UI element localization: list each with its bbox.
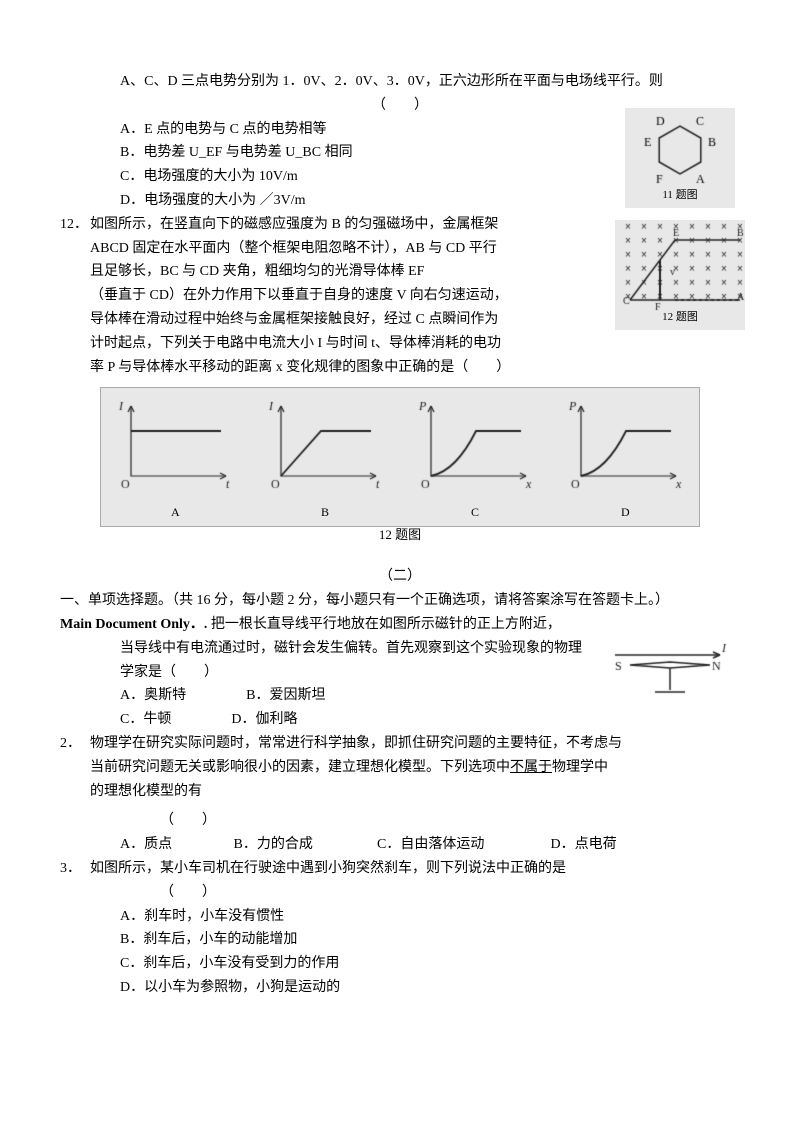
graph-C-label: C (471, 502, 479, 522)
graph-D-label: D (621, 502, 630, 522)
s2q2-optA: A．质点 (120, 833, 230, 857)
q12-line6: 计时起点，下列关于电路中电流大小 I 与时间 t、导体棒消耗的电功 (60, 332, 740, 356)
q12-figure-label: 12 题图 (616, 308, 744, 327)
q12-graph-sub-label: 12 题图 (101, 524, 699, 546)
q12-number: 12． (60, 213, 90, 237)
section2-label: （二） (60, 565, 740, 589)
graph-B-label: B (321, 502, 329, 522)
s2q3-blank: （ ） (60, 881, 740, 905)
s2q2-body2b: 物理学中 (552, 760, 608, 775)
s2q3-optD: D．以小车为参照物，小狗是运动的 (60, 976, 740, 1000)
s2q1-optA: A．奥斯特 (120, 684, 186, 708)
s2q3-optC: C．刹车后，小车没有受到力的作用 (60, 952, 740, 976)
section2-heading: 一、单项选择题。（共 16 分，每小题 2 分，每小题只有一个正确选项，请将答案… (60, 589, 740, 613)
s2q2-optD: D．点电荷 (551, 833, 617, 857)
s2q1: Main Document Only．. 把一根长直导线平行地放在如图所示磁针的… (60, 613, 740, 637)
s2q2-options: A．质点 B．力的合成 C．自由落体运动 D．点电荷 (60, 833, 740, 857)
q11-intro: A、C、D 三点电势分别为 1．0V、2．0V、3．0V，正六边形所在平面与电场… (60, 70, 740, 94)
s2q2-blank: （ ） (60, 809, 740, 833)
s2q3: 3． 如图所示，某小车司机在行驶途中遇到小狗突然刹车，则下列说法中正确的是 (60, 857, 740, 881)
s2q2-body1: 物理学在研究实际问题时，常常进行科学抽象，即抓住研究问题的主要特征，不考虑与 (90, 732, 740, 756)
s2q2-underline: 不属于 (510, 760, 552, 775)
s2q2: 2． 物理学在研究实际问题时，常常进行科学抽象，即抓住研究问题的主要特征，不考虑… (60, 732, 740, 756)
s2q1-optB: B．爱因斯坦 (246, 684, 325, 708)
s2q1-prefix: Main Document Only．. (60, 617, 207, 632)
s2q1-body1: 把一根长直导线平行地放在如图所示磁针的正上方附近， (211, 617, 561, 632)
s2q2-body3: 的理想化模型的有 (60, 780, 740, 804)
q12-graphs: A B C D 12 题图 (100, 387, 700, 527)
s2q2-optC: C．自由落体运动 (377, 833, 547, 857)
graph-A-label: A (171, 502, 180, 522)
s2q1-optC: C．牛顿 (120, 708, 171, 732)
q11-hexagon-figure: 11 题图 (625, 108, 735, 208)
s2q2-body2: 当前研究问题无关或影响很小的因素，建立理想化模型。下列选项中 (90, 760, 510, 775)
s2q2-number: 2． (60, 732, 90, 756)
s2q3-body1: 如图所示，某小车司机在行驶途中遇到小狗突然刹车，则下列说法中正确的是 (90, 857, 740, 881)
s2q3-optA: A．刹车时，小车没有惯性 (60, 905, 740, 929)
q12-field-figure: 12 题图 (615, 220, 745, 330)
s2q2-optB: B．力的合成 (234, 833, 374, 857)
compass-figure (610, 640, 730, 700)
s2q1-optD: D．伽利略 (231, 708, 297, 732)
q12-line7: 率 P 与导体棒水平移动的距离 x 变化规律的图象中正确的是（ ） (60, 356, 740, 380)
q11-figure-label: 11 题图 (626, 186, 734, 205)
s2q3-optB: B．刹车后，小车的动能增加 (60, 928, 740, 952)
s2q3-number: 3． (60, 857, 90, 881)
s2q2-body2-wrap: 当前研究问题无关或影响很小的因素，建立理想化模型。下列选项中不属于物理学中 (60, 756, 740, 780)
